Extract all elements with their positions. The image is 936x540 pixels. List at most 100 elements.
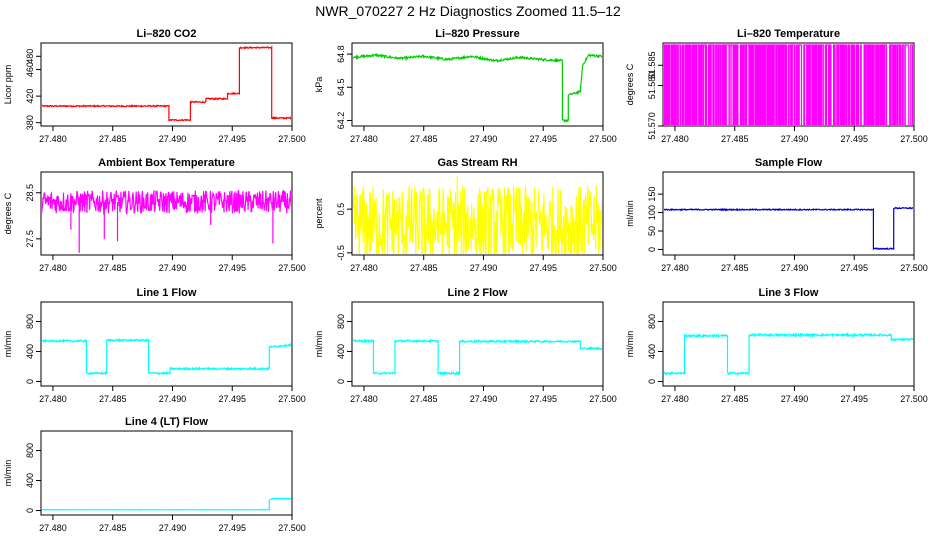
panel-title: Line 4 (LT) Flow: [125, 416, 208, 428]
x-tick-label: 27.485: [99, 134, 127, 144]
panel-title: Li–820 Pressure: [435, 28, 519, 40]
x-tick-label: 27.500: [278, 134, 306, 144]
x-tick-label: 27.490: [470, 134, 498, 144]
plot-frame: [662, 171, 915, 256]
x-tick-label: 27.490: [470, 263, 498, 273]
series-line: [353, 338, 602, 376]
panel-title: Line 1 Flow: [137, 287, 197, 299]
panel-title: Ambient Box Temperature: [98, 157, 235, 169]
plot-frame: [662, 42, 915, 127]
panel-10: Line 4 (LT) Flow 27.480 27.485 27.490 27.495…: [3, 416, 306, 533]
y-tick-label: 51.570: [647, 112, 657, 140]
y-tick-label: 400: [25, 344, 35, 359]
y-tick-label: 27.5: [25, 230, 35, 248]
y-tick-label: 400: [25, 473, 35, 488]
y-tick-label: -0.5: [336, 245, 346, 261]
panel-4: Ambient Box Temperature 27.480 27.485 27.49…: [3, 157, 306, 273]
series-line: [42, 337, 291, 376]
x-tick-label: 27.485: [99, 263, 127, 273]
figure-title: NWR_070227 2 Hz Diagnostics Zoomed 11.5–…: [315, 3, 621, 19]
plot-frame: [351, 301, 604, 387]
x-tick-label: 27.495: [529, 263, 557, 273]
series-line: [664, 331, 913, 376]
y-axis-label: degrees C: [3, 192, 13, 234]
y-tick-label: 400: [336, 344, 346, 359]
y-tick-label: 28.5: [25, 184, 35, 202]
x-tick-label: 27.495: [529, 134, 557, 144]
panel-5: Gas Stream RH 27.480 27.485 27.490 27.495 27.…: [314, 157, 617, 273]
y-tick-label: 0: [25, 379, 35, 384]
x-tick-label: 27.490: [781, 263, 809, 273]
y-axis-label: ml/min: [314, 331, 324, 358]
x-tick-label: 27.480: [350, 394, 378, 404]
plot-frame: [40, 301, 293, 387]
x-tick-label: 27.490: [159, 394, 187, 404]
x-tick-label: 27.490: [470, 394, 498, 404]
y-tick-label: 800: [647, 314, 657, 329]
x-tick-label: 27.500: [900, 134, 928, 144]
x-tick-label: 27.500: [278, 263, 306, 273]
y-axis-label: percent: [314, 198, 324, 229]
y-tick-label: 800: [336, 314, 346, 329]
y-axis-label: degrees C: [625, 63, 635, 105]
series-line: [664, 44, 913, 125]
x-tick-label: 27.495: [840, 263, 868, 273]
y-tick-label: 460: [25, 62, 35, 77]
x-tick-label: 27.480: [661, 263, 689, 273]
plot-frame: [662, 301, 915, 387]
plot-frame: [351, 171, 604, 256]
panel-3: Li–820 Temperature 27.480 27.485 27.490 27.4…: [625, 28, 928, 144]
y-tick-label: 0: [336, 379, 346, 384]
x-tick-label: 27.495: [218, 523, 246, 533]
y-axis-label: ml/min: [625, 200, 635, 227]
x-tick-label: 27.480: [39, 134, 67, 144]
panel-6: Sample Flow 27.480 27.485 27.490 27.495 27.50…: [625, 157, 928, 273]
panel-7: Line 1 Flow 27.480 27.485 27.490 27.495 27.50…: [3, 287, 306, 404]
series-line: [664, 206, 913, 251]
x-tick-label: 27.495: [840, 134, 868, 144]
y-tick-label: 420: [25, 89, 35, 104]
plot-frame: [40, 42, 293, 127]
x-tick-label: 27.485: [410, 394, 438, 404]
x-tick-label: 27.500: [900, 394, 928, 404]
y-tick-label: 800: [25, 443, 35, 458]
x-tick-label: 27.500: [900, 263, 928, 273]
x-tick-label: 27.485: [721, 134, 749, 144]
series-line: [353, 52, 602, 123]
panel-8: Line 2 Flow 27.480 27.485 27.490 27.495 27.50…: [314, 287, 617, 404]
x-tick-label: 27.495: [529, 394, 557, 404]
y-tick-label: 480: [25, 49, 35, 64]
y-tick-label: 150: [647, 187, 657, 202]
x-tick-label: 27.490: [159, 134, 187, 144]
y-tick-label: 800: [25, 314, 35, 329]
x-tick-label: 27.485: [721, 394, 749, 404]
x-tick-label: 27.480: [350, 263, 378, 273]
x-tick-label: 27.480: [39, 263, 67, 273]
x-tick-label: 27.495: [218, 134, 246, 144]
x-tick-label: 27.485: [410, 134, 438, 144]
x-tick-label: 27.490: [159, 523, 187, 533]
x-tick-label: 27.495: [840, 394, 868, 404]
y-tick-label: 0: [25, 508, 35, 513]
series-line: [353, 176, 602, 254]
y-tick-label: 51.580: [647, 72, 657, 100]
x-tick-label: 27.480: [661, 134, 689, 144]
y-axis-label: ml/min: [3, 460, 13, 487]
panel-title: Line 2 Flow: [448, 287, 508, 299]
y-axis-label: ml/min: [3, 331, 13, 358]
x-tick-label: 27.480: [350, 134, 378, 144]
y-tick-label: 64.2: [336, 112, 346, 130]
x-tick-label: 27.485: [721, 263, 749, 273]
panel-title: Li–820 CO2: [137, 28, 197, 40]
plot-frame: [40, 430, 293, 516]
x-tick-label: 27.485: [99, 394, 127, 404]
y-tick-label: 380: [25, 115, 35, 130]
x-tick-label: 27.500: [589, 394, 617, 404]
plot-frame: [40, 171, 293, 256]
panel-title: Line 3 Flow: [759, 287, 819, 299]
series-line: [42, 189, 291, 253]
y-axis-label: Licor ppm: [3, 65, 13, 105]
y-tick-label: 0: [647, 247, 657, 252]
